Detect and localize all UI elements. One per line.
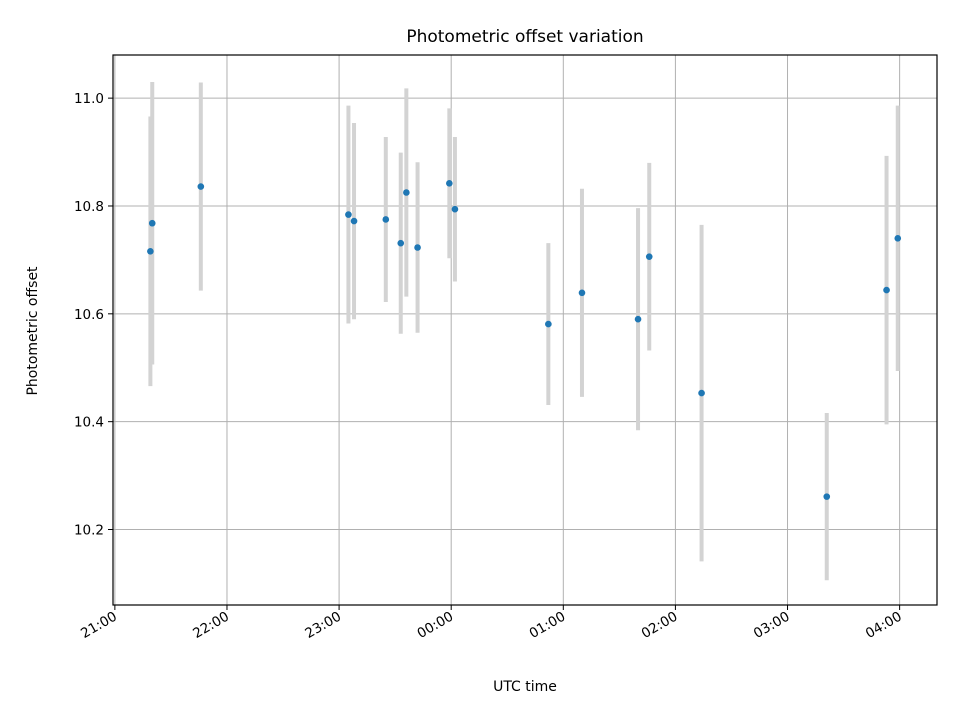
y-axis-ticks: 10.2 10.4 10.6 10.8 11.0 xyxy=(74,91,113,539)
data-point xyxy=(451,205,459,213)
x-tick-label: 00:00 xyxy=(415,609,457,642)
error-bars xyxy=(148,81,900,581)
grid-lines xyxy=(113,55,937,605)
y-tick-label: 10.2 xyxy=(74,523,104,539)
data-point xyxy=(645,253,653,260)
data-point xyxy=(823,493,831,500)
data-point xyxy=(414,244,421,251)
data-points xyxy=(147,180,902,500)
data-point xyxy=(382,216,390,223)
x-tick-label: 02:00 xyxy=(639,609,681,642)
x-tick-label: 21:00 xyxy=(78,609,120,642)
data-point xyxy=(446,180,453,187)
x-axis-label: UTC time xyxy=(493,679,557,695)
data-point xyxy=(545,320,552,328)
x-tick-label: 22:00 xyxy=(190,609,232,642)
data-point xyxy=(883,286,890,294)
data-point xyxy=(578,289,586,297)
x-tick-label: 03:00 xyxy=(751,609,793,642)
y-tick-label: 10.8 xyxy=(74,199,104,215)
y-tick-label: 11.0 xyxy=(74,91,104,107)
x-tick-label: 01:00 xyxy=(527,609,569,642)
y-axis-label: Photometric offset xyxy=(25,266,41,396)
data-point xyxy=(147,247,154,255)
x-tick-label: 04:00 xyxy=(863,609,905,642)
data-point xyxy=(397,239,405,247)
x-tick-label: 23:00 xyxy=(302,609,344,642)
data-point xyxy=(350,217,358,225)
data-point xyxy=(634,315,642,323)
chart-title: Photometric offset variation xyxy=(406,27,643,47)
x-axis-ticks: 21:00 22:00 23:00 00:00 01:00 02:00 03:00 04:00 xyxy=(78,605,905,642)
data-point xyxy=(698,389,705,397)
y-tick-label: 10.6 xyxy=(74,307,104,323)
y-tick-label: 10.4 xyxy=(74,415,104,431)
data-point xyxy=(403,189,410,196)
data-point xyxy=(345,211,352,218)
data-point xyxy=(148,219,156,227)
data-point xyxy=(894,235,902,242)
data-point xyxy=(197,183,205,190)
plot-frame xyxy=(112,54,938,606)
